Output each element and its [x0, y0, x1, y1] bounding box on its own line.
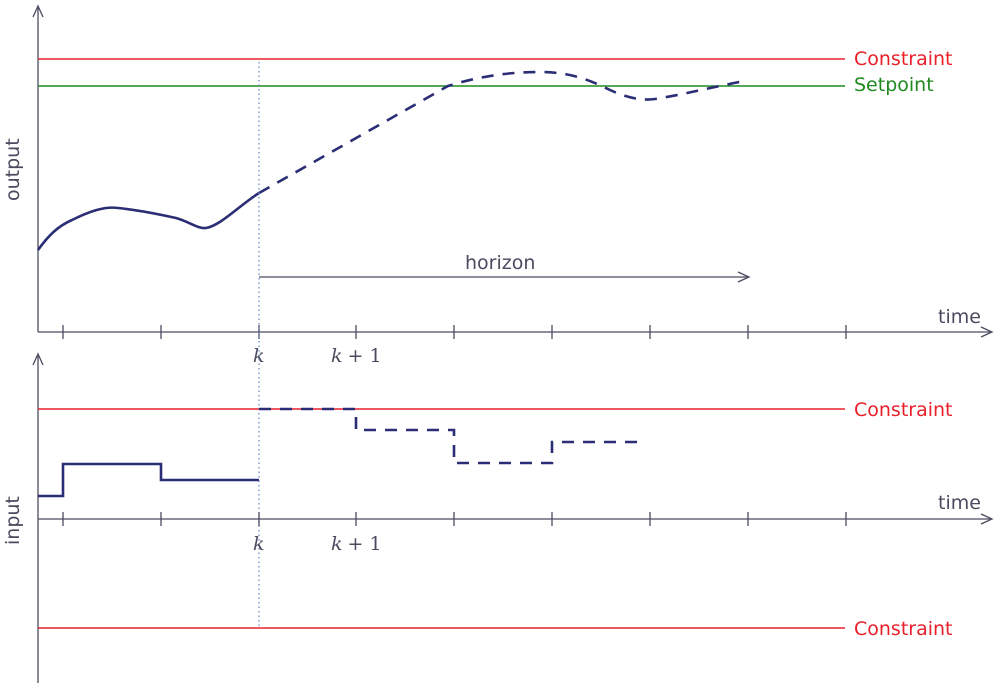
input-tick-k-label: k [253, 533, 265, 555]
input-plot: Constraint Constraint input time k k + 1 [2, 352, 994, 683]
output-tick-k1-rest: + 1 [348, 345, 382, 367]
output-y-axis-arrow [32, 4, 44, 18]
output-plot: Constraint Setpoint horizon output time … [2, 4, 994, 367]
output-constraint-label: Constraint [854, 48, 953, 70]
output-tick-k1-var: k [331, 345, 343, 367]
output-x-ticks [62, 325, 847, 339]
output-y-label: output [2, 138, 24, 201]
setpoint-label: Setpoint [854, 74, 934, 96]
input-x-ticks [62, 512, 847, 526]
horizon-label: horizon [465, 252, 535, 274]
input-y-label: input [2, 496, 24, 545]
past-output-curve [36, 191, 260, 251]
input-y-axis-arrow [32, 352, 44, 366]
input-x-label: time [938, 492, 981, 514]
output-x-label: time [938, 306, 981, 328]
output-tick-k1-label: k + 1 [331, 345, 382, 367]
input-tick-k1-label: k + 1 [331, 533, 382, 555]
input-upper-constraint-label: Constraint [854, 399, 953, 421]
input-x-axis-arrow [980, 513, 994, 525]
predicted-output-curve [258, 70, 746, 195]
input-tick-k1-rest: + 1 [348, 533, 382, 555]
horizon-arrow-head [737, 271, 751, 283]
input-lower-constraint-label: Constraint [854, 618, 953, 640]
planned-input-steps [259, 407, 645, 465]
output-x-axis-arrow [980, 326, 994, 338]
input-tick-k1-var: k [331, 533, 343, 555]
past-input-steps [38, 462, 259, 498]
